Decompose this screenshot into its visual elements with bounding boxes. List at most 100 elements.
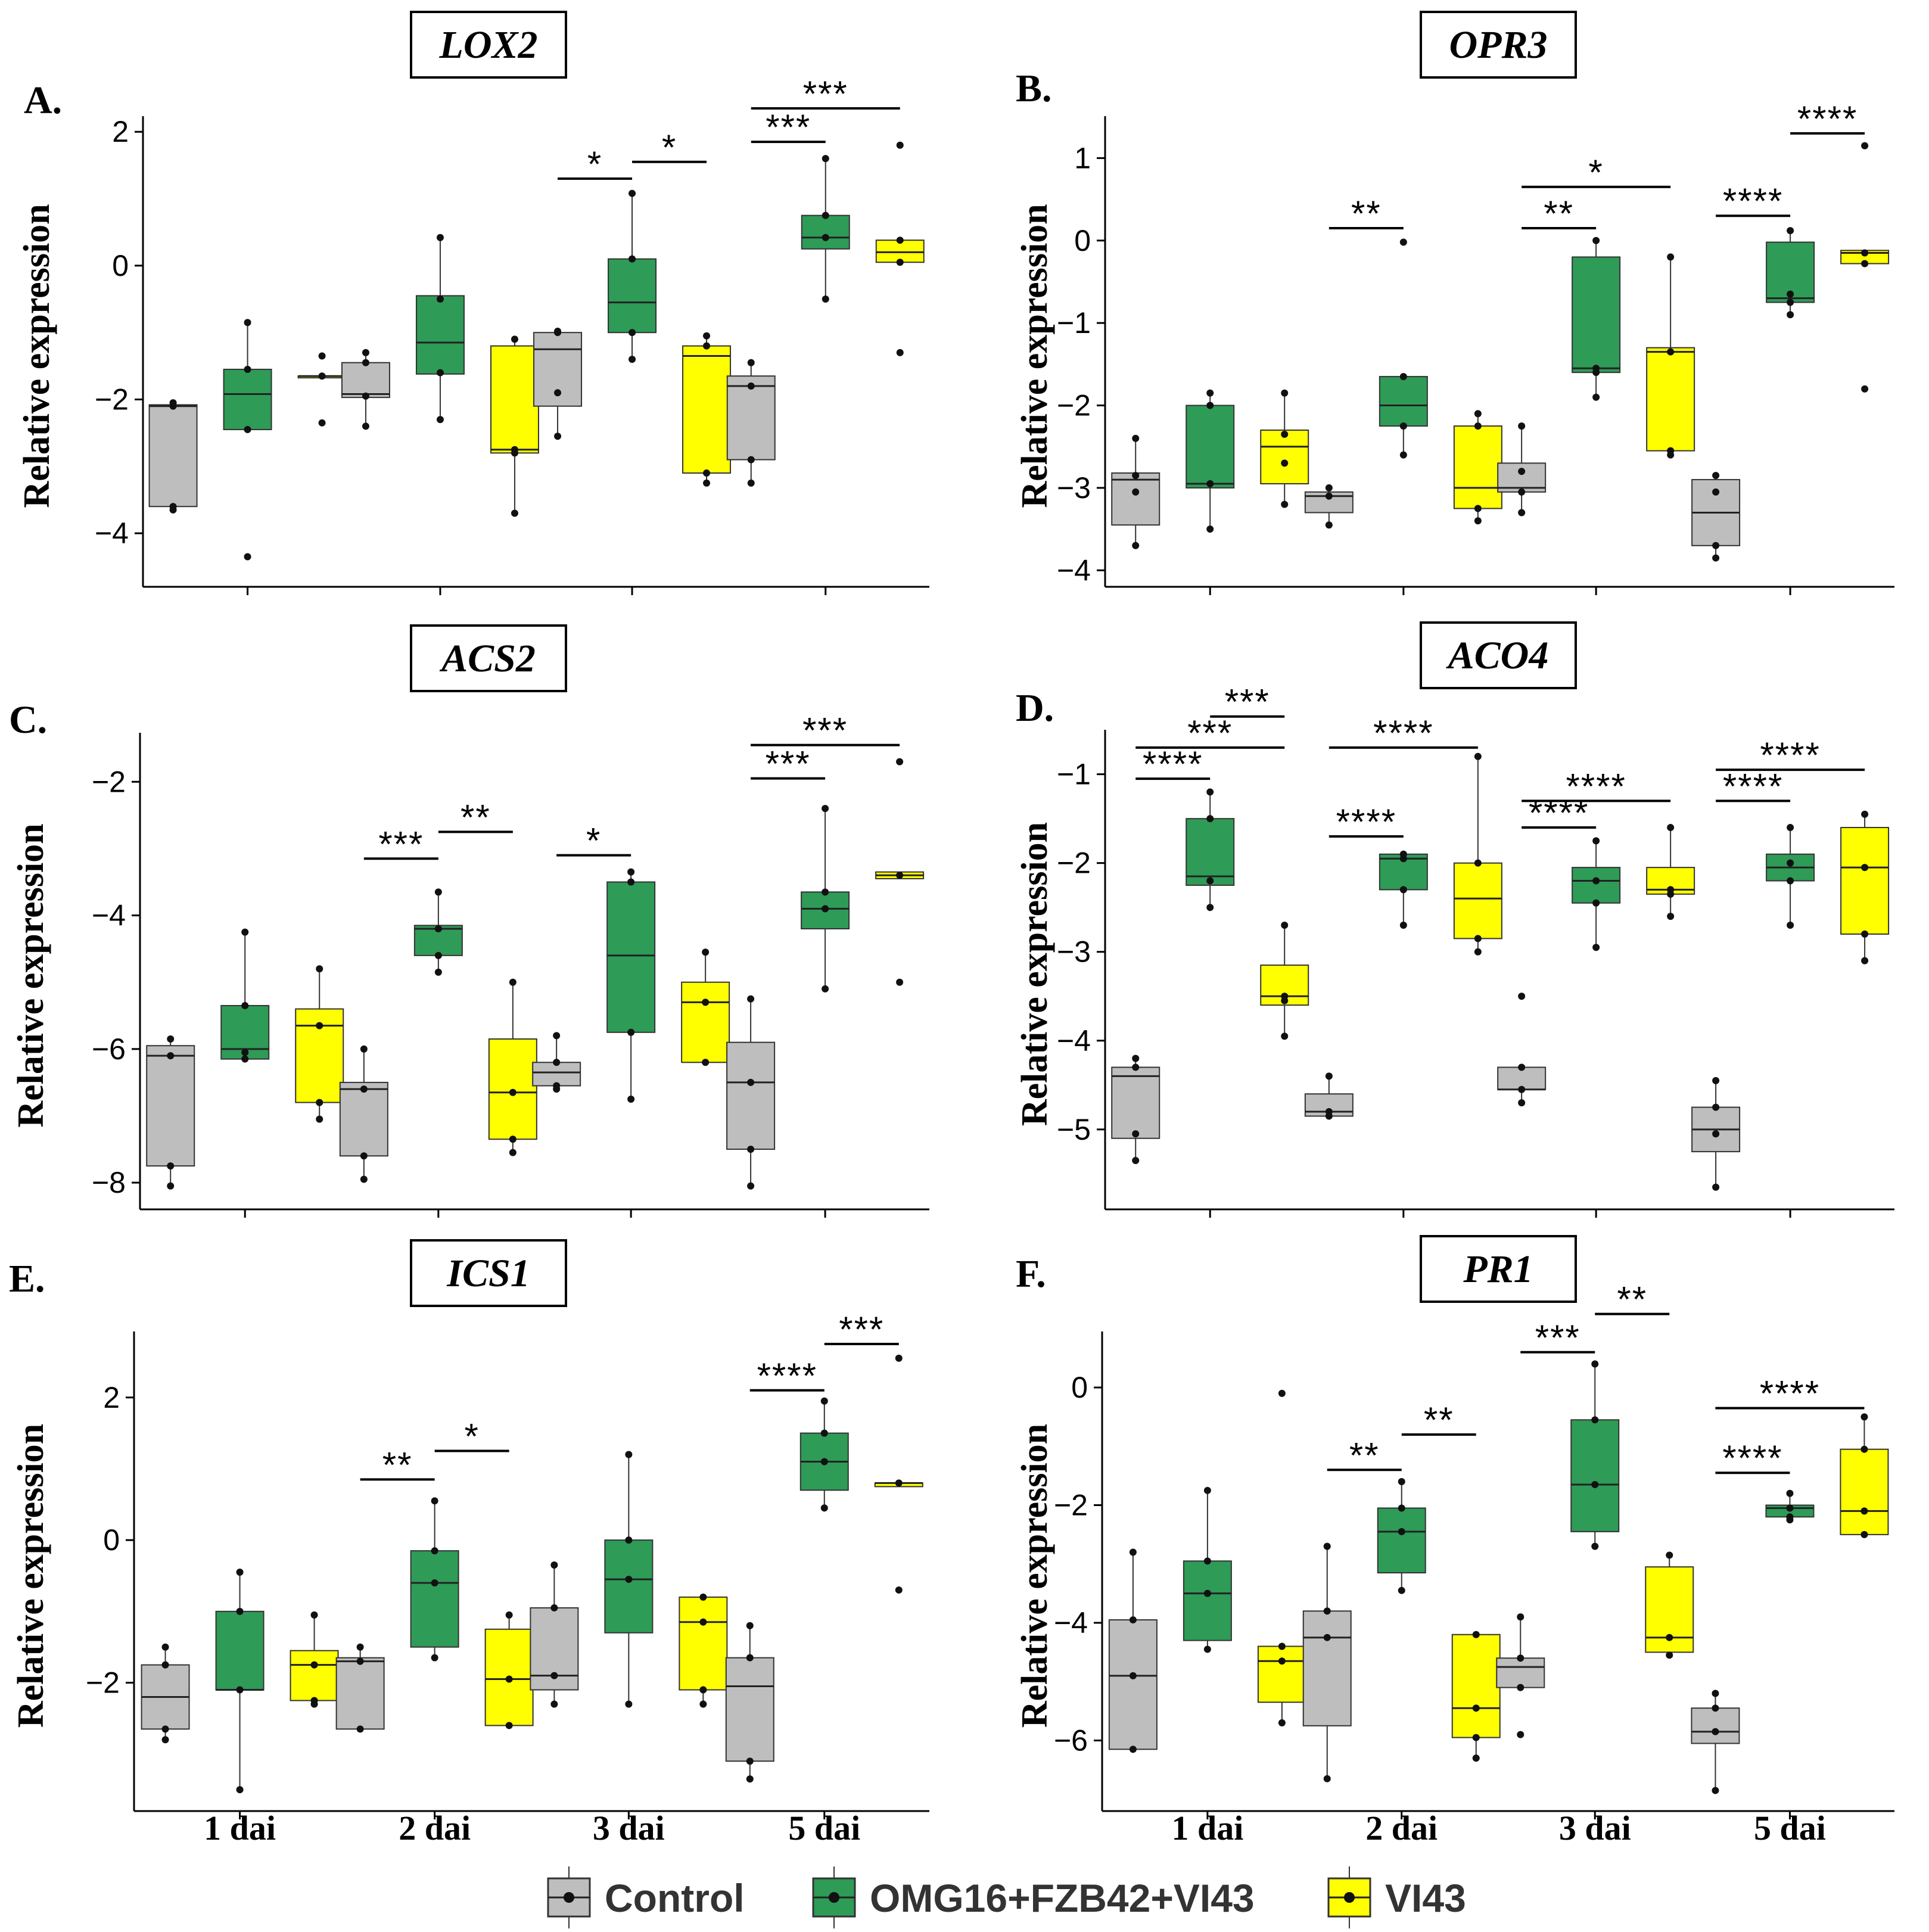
- data-point: [1712, 1183, 1720, 1191]
- data-point: [1712, 1130, 1720, 1138]
- x-tick-label: 2 dai: [1365, 1809, 1438, 1847]
- data-point: [362, 349, 369, 356]
- panel-title: ACS2: [439, 637, 536, 680]
- data-point: [1787, 298, 1794, 306]
- box-5-dai-omg16-fzb42-vi43: [1765, 1489, 1815, 1524]
- box-1-dai-vi43: [290, 1611, 339, 1708]
- data-point: [1325, 1112, 1333, 1120]
- y-axis-label: Relative expression: [11, 1424, 51, 1728]
- box-5-dai-control: [1691, 1077, 1741, 1191]
- panel-f: F. PR1 0 −2 −4 −6 1 dai 2 dai 3 dai 5 dai Relative…: [1015, 1235, 1894, 1847]
- box-3-dai-omg16-fzb42-vi43: [1572, 237, 1621, 401]
- data-point: [362, 392, 369, 400]
- data-point: [1518, 468, 1526, 475]
- significance-label: *: [586, 821, 601, 861]
- data-point: [318, 372, 326, 380]
- significance-label: **: [1349, 1435, 1380, 1475]
- legend-item-vi43: VI43: [1327, 1866, 1466, 1928]
- data-point: [1278, 1657, 1286, 1665]
- data-point: [1592, 837, 1600, 845]
- box-2-dai-vi43: [484, 1611, 534, 1729]
- y-tick-label: −4: [95, 517, 129, 550]
- data-point: [310, 1661, 318, 1669]
- data-point: [1399, 922, 1407, 929]
- data-point: [436, 416, 444, 424]
- data-point: [360, 1175, 368, 1183]
- significance-label: ***: [766, 744, 811, 784]
- data-point: [1787, 227, 1794, 235]
- data-point: [1129, 1616, 1137, 1624]
- data-point: [1399, 886, 1407, 894]
- y-tick-label: −3: [1057, 471, 1091, 505]
- y-tick-label: −3: [1057, 935, 1091, 969]
- data-point: [505, 1611, 513, 1619]
- data-point: [1132, 1054, 1140, 1062]
- box-5-dai-vi43: [874, 1354, 923, 1594]
- box-2-dai-control: [1302, 1542, 1352, 1782]
- x-tick-label: 3 dai: [1559, 1809, 1631, 1847]
- data-point: [1323, 1775, 1331, 1782]
- significance-label: **: [1617, 1280, 1647, 1320]
- y-tick-label: 2: [112, 115, 129, 148]
- data-point: [1787, 922, 1794, 929]
- y-tick-label: 0: [112, 249, 129, 282]
- data-point: [360, 1152, 368, 1160]
- data-point: [1281, 1032, 1289, 1040]
- box-iqr: [608, 258, 657, 334]
- legend: Control OMG16+FZB42+VI43 VI43: [547, 1866, 1466, 1928]
- panel-title: LOX2: [439, 23, 538, 67]
- box-1-dai-control: [146, 1035, 195, 1190]
- box-iqr: [725, 1657, 774, 1762]
- data-point: [1399, 422, 1407, 430]
- panel-title-box: [410, 11, 567, 79]
- legend-label: Control: [605, 1876, 745, 1920]
- data-point: [553, 1032, 561, 1040]
- data-point: [1206, 480, 1214, 488]
- box-iqr: [682, 345, 732, 474]
- box-iqr: [335, 1657, 385, 1730]
- data-point: [1787, 311, 1794, 319]
- data-point: [436, 234, 444, 241]
- data-point: [747, 1182, 755, 1190]
- box-iqr: [341, 362, 390, 399]
- data-point: [1592, 393, 1600, 401]
- data-point: [1281, 500, 1289, 508]
- box-3-dai-vi43: [682, 332, 732, 487]
- data-point: [1399, 373, 1407, 381]
- data-point: [169, 402, 177, 410]
- significance-label: ***: [1535, 1318, 1580, 1358]
- data-point: [1861, 249, 1869, 257]
- significance-label: *: [464, 1417, 479, 1457]
- data-point: [625, 1700, 633, 1708]
- y-tick-label: −4: [1057, 553, 1091, 587]
- y-tick-label: −6: [92, 1032, 126, 1066]
- data-point: [1323, 1607, 1331, 1615]
- data-point: [1325, 484, 1333, 491]
- data-point: [1474, 517, 1482, 525]
- data-point: [1472, 1734, 1480, 1741]
- data-point: [1860, 1413, 1868, 1421]
- data-point: [822, 805, 829, 813]
- data-point: [550, 1604, 558, 1611]
- data-point: [316, 965, 323, 973]
- panel-letter: E.: [9, 1257, 45, 1301]
- box-2-dai-control: [335, 1643, 385, 1733]
- data-point: [822, 211, 829, 219]
- data-point: [356, 1657, 364, 1665]
- x-tick-label: 5 dai: [1754, 1809, 1826, 1847]
- y-tick-label: 1: [1074, 141, 1091, 175]
- data-point: [747, 382, 755, 390]
- data-point: [431, 1497, 438, 1505]
- box-iqr: [532, 1062, 581, 1087]
- data-point: [1474, 752, 1482, 760]
- data-point: [1132, 488, 1140, 496]
- data-point: [703, 479, 711, 487]
- data-point: [1203, 1589, 1211, 1597]
- box-3-dai-vi43: [1646, 824, 1695, 920]
- data-point: [554, 389, 562, 397]
- y-tick-label: −2: [1054, 1489, 1088, 1522]
- data-point: [1278, 1642, 1286, 1650]
- data-point: [1518, 1063, 1526, 1071]
